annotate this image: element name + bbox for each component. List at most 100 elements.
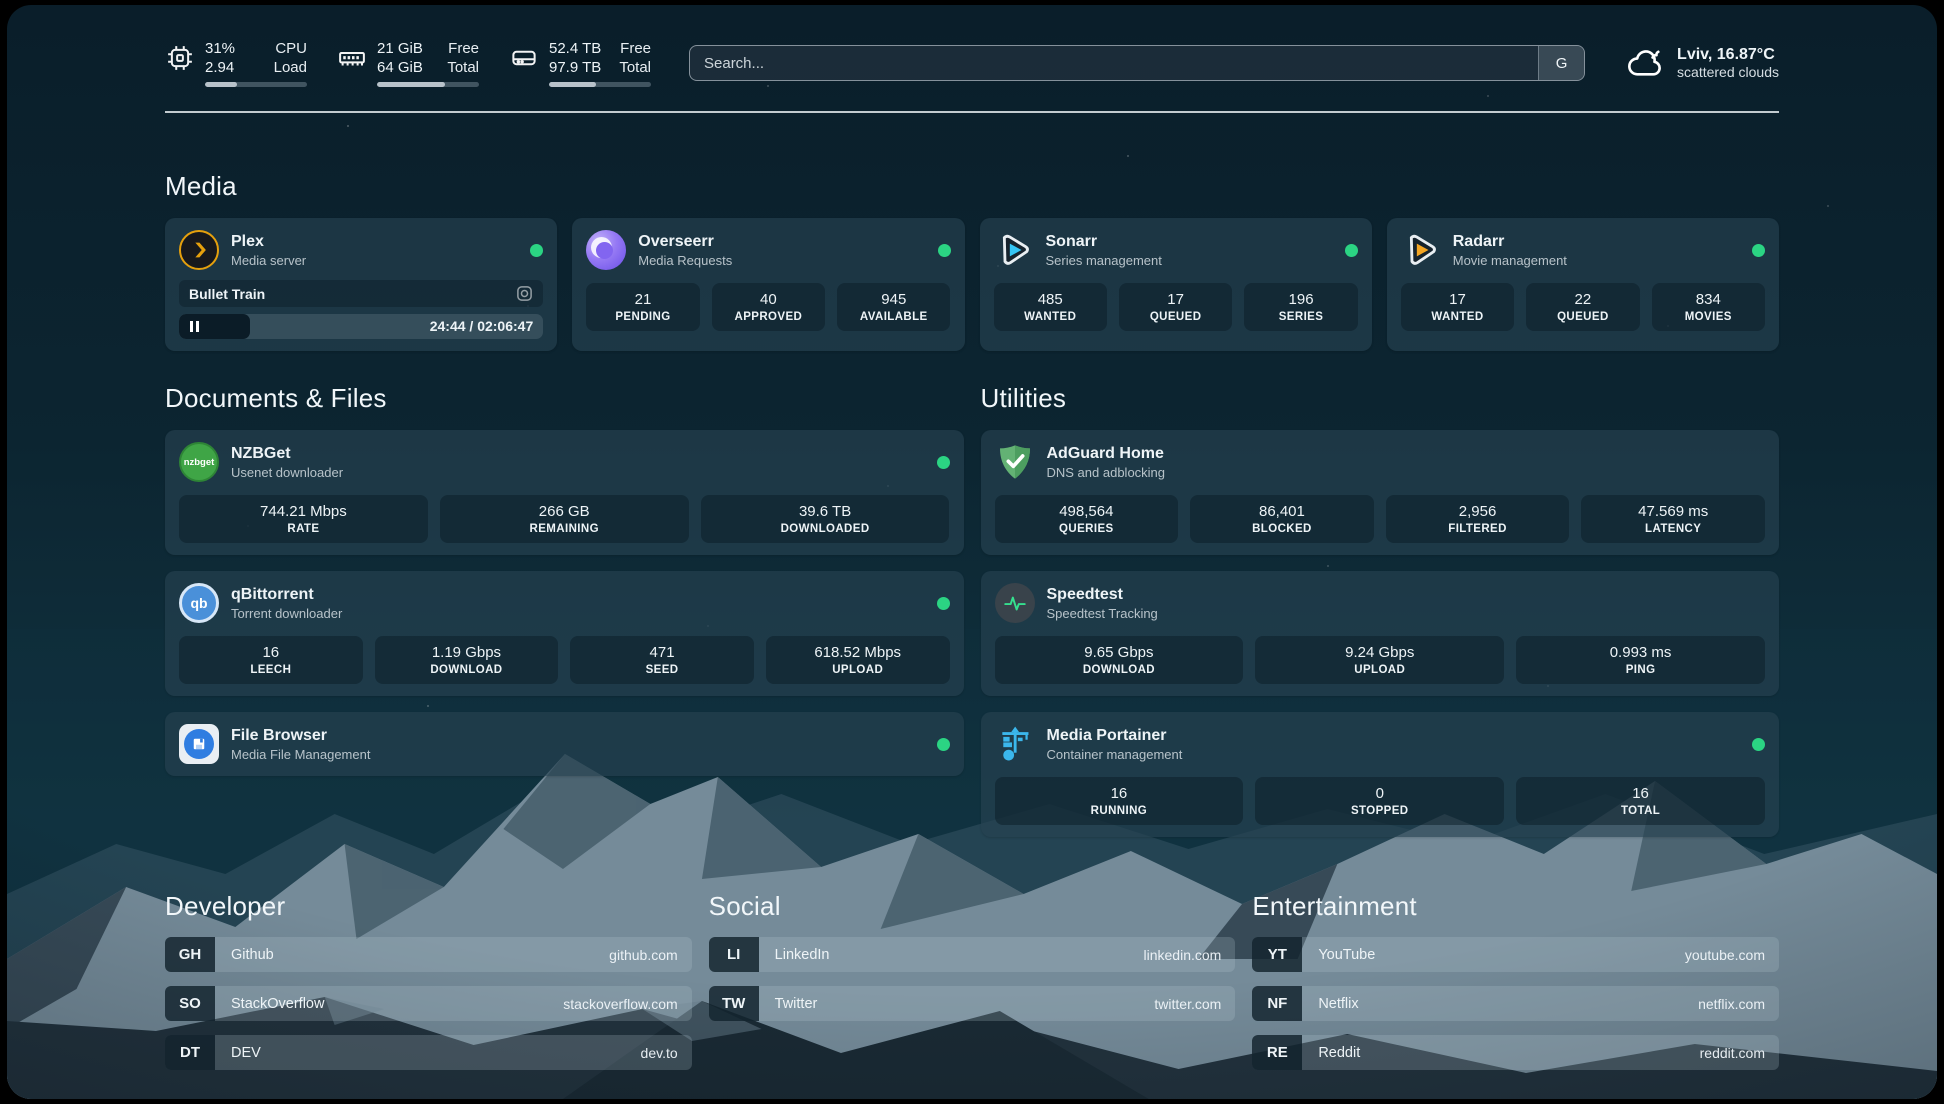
bookmark-stackoverflow[interactable]: SO StackOverflow stackoverflow.com bbox=[165, 986, 692, 1021]
service-card-overseerr[interactable]: Overseerr Media Requests 21 PENDING 40 APP… bbox=[572, 218, 965, 351]
stat-series: 196 SERIES bbox=[1244, 283, 1358, 331]
app-description: Torrent downloader bbox=[231, 605, 343, 621]
stat-download: 1.19 Gbps DOWNLOAD bbox=[374, 636, 559, 684]
plex-progress-bar: 24:44 / 02:06:47 bbox=[179, 314, 544, 339]
bookmark-name: Reddit bbox=[1318, 1044, 1361, 1061]
bookmark-name: Github bbox=[231, 946, 274, 963]
bookmark-linkedin[interactable]: LI LinkedIn linkedin.com bbox=[708, 937, 1236, 972]
qbittorrent-icon: qb bbox=[179, 583, 219, 623]
app-description: Media Requests bbox=[638, 252, 733, 268]
section-entertainment: Entertainment YT YouTube youtube.com NF … bbox=[1252, 891, 1779, 1084]
bookmark-abbr: TW bbox=[708, 986, 759, 1021]
memory-free-label: Free bbox=[448, 40, 479, 57]
service-card-speedtest[interactable]: Speedtest Speedtest Tracking 9.65 Gbps DO… bbox=[980, 571, 1779, 696]
bookmark-url: youtube.com bbox=[1684, 946, 1765, 963]
bookmark-name: DEV bbox=[231, 1044, 261, 1061]
service-card-adguard[interactable]: AdGuard Home DNS and adblocking 498,564 Q… bbox=[980, 430, 1779, 555]
overseerr-icon bbox=[586, 230, 627, 270]
disk-free-value: 52.4 TB bbox=[549, 40, 602, 57]
service-card-qbittorrent[interactable]: qb qBittorrent Torrent downloader 16 LEEC… bbox=[165, 571, 964, 696]
status-dot bbox=[937, 243, 951, 257]
memory-total-value: 64 GiB bbox=[377, 59, 423, 76]
status-dot bbox=[1344, 243, 1358, 257]
cpu-usage-value: 31% bbox=[205, 40, 236, 57]
stat-ping: 0.993 ms PING bbox=[1516, 636, 1765, 684]
status-dot bbox=[530, 243, 544, 257]
search-bar: G bbox=[689, 45, 1586, 81]
weather-location-temp: Lviv, 16.87°C bbox=[1677, 46, 1775, 63]
bookmark-name: Netflix bbox=[1318, 995, 1359, 1012]
developer-section-title: Developer bbox=[165, 891, 286, 921]
bookmark-name: LinkedIn bbox=[774, 946, 830, 963]
service-card-sonarr[interactable]: Sonarr Series management 485 WANTED 17 QUE… bbox=[979, 218, 1372, 351]
radarr-icon bbox=[1401, 230, 1441, 270]
bookmark-url: github.com bbox=[609, 946, 678, 963]
bookmark-github[interactable]: GH Github github.com bbox=[165, 937, 692, 972]
app-description: DNS and adblocking bbox=[1046, 464, 1166, 480]
search-input[interactable] bbox=[689, 45, 1586, 81]
memory-stat: 21 GiB 64 GiB Free Total bbox=[337, 39, 479, 87]
pause-icon bbox=[190, 321, 199, 332]
media-type-icon bbox=[516, 285, 533, 302]
app-name: Media Portainer bbox=[1046, 726, 1167, 744]
plex-now-playing: Bullet Train bbox=[179, 280, 544, 307]
disk-free-label: Free bbox=[620, 40, 651, 57]
stat-filtered: 2,956 FILTERED bbox=[1385, 495, 1570, 543]
bookmark-reddit[interactable]: RE Reddit reddit.com bbox=[1252, 1035, 1779, 1070]
stat-wanted: 485 WANTED bbox=[993, 283, 1107, 331]
stat-leech: 16 LEECH bbox=[179, 636, 363, 684]
service-card-radarr[interactable]: Radarr Movie management 17 WANTED 22 QUEUE… bbox=[1386, 218, 1779, 351]
section-developer: Developer GH Github github.com SO StackO… bbox=[165, 891, 692, 1084]
memory-free-value: 21 GiB bbox=[377, 40, 423, 57]
social-section-title: Social bbox=[708, 891, 781, 921]
disk-progress-bar bbox=[549, 82, 651, 87]
bookmark-dev[interactable]: DT DEV dev.to bbox=[165, 1035, 692, 1070]
media-section-title: Media bbox=[165, 171, 237, 201]
service-card-plex[interactable]: Plex Media server Bullet Train bbox=[165, 218, 558, 351]
search-engine-button[interactable]: G bbox=[1538, 46, 1585, 80]
stat-rate: 744.21 Mbps RATE bbox=[179, 495, 428, 543]
stat-queued: 17 QUEUED bbox=[1118, 283, 1233, 331]
stat-seed: 471 SEED bbox=[570, 636, 754, 684]
service-card-portainer[interactable]: Media Portainer Container management 16 R… bbox=[980, 712, 1779, 837]
app-description: Container management bbox=[1046, 746, 1183, 762]
bookmark-twitter[interactable]: TW Twitter twitter.com bbox=[708, 986, 1236, 1021]
stat-latency: 47.569 ms LATENCY bbox=[1581, 495, 1765, 543]
portainer-icon bbox=[995, 724, 1035, 764]
bookmark-abbr: RE bbox=[1252, 1035, 1303, 1070]
stat-approved: 40 APPROVED bbox=[711, 283, 826, 331]
bookmark-url: reddit.com bbox=[1699, 1044, 1765, 1061]
disk-icon bbox=[509, 43, 539, 73]
service-card-filebrowser[interactable]: File Browser Media File Management bbox=[165, 712, 964, 776]
app-name: NZBGet bbox=[231, 444, 291, 462]
bookmark-netflix[interactable]: NF Netflix netflix.com bbox=[1252, 986, 1779, 1021]
app-description: Speedtest Tracking bbox=[1046, 605, 1158, 621]
speedtest-icon bbox=[994, 583, 1035, 623]
bookmark-abbr: YT bbox=[1252, 937, 1303, 972]
dashboard-window: 31% 2.94 CPU Load bbox=[7, 5, 1937, 1099]
app-description: Usenet downloader bbox=[231, 464, 344, 480]
stat-available: 945 AVAILABLE bbox=[837, 283, 951, 331]
section-media: Media Plex Media server bbox=[165, 171, 1779, 351]
stat-upload: 9.24 Gbps UPLOAD bbox=[1255, 636, 1505, 684]
bookmark-abbr: LI bbox=[708, 937, 759, 972]
plex-icon bbox=[179, 230, 219, 270]
status-dot bbox=[936, 596, 950, 610]
bookmark-abbr: DT bbox=[165, 1035, 215, 1070]
memory-total-label: Total bbox=[447, 59, 479, 76]
app-name: AdGuard Home bbox=[1046, 444, 1164, 462]
system-stats: 31% 2.94 CPU Load bbox=[165, 39, 651, 87]
app-name: Radarr bbox=[1452, 232, 1505, 250]
nzbget-icon: nzbget bbox=[179, 442, 219, 482]
section-social: Social LI LinkedIn linkedin.com TW Twitt… bbox=[708, 891, 1236, 1084]
sonarr-icon bbox=[994, 230, 1034, 270]
header: 31% 2.94 CPU Load bbox=[165, 39, 1779, 87]
bookmark-youtube[interactable]: YT YouTube youtube.com bbox=[1252, 937, 1779, 972]
stat-queued: 22 QUEUED bbox=[1526, 283, 1640, 331]
disk-total-label: Total bbox=[619, 59, 651, 76]
app-name: Sonarr bbox=[1045, 232, 1098, 250]
service-card-nzbget[interactable]: nzbget NZBGet Usenet downloader 744.21 M… bbox=[165, 430, 964, 555]
app-name: Overseerr bbox=[638, 232, 714, 250]
app-name: Plex bbox=[231, 232, 264, 250]
stat-downloaded: 39.6 TB DOWNLOADED bbox=[700, 495, 950, 543]
